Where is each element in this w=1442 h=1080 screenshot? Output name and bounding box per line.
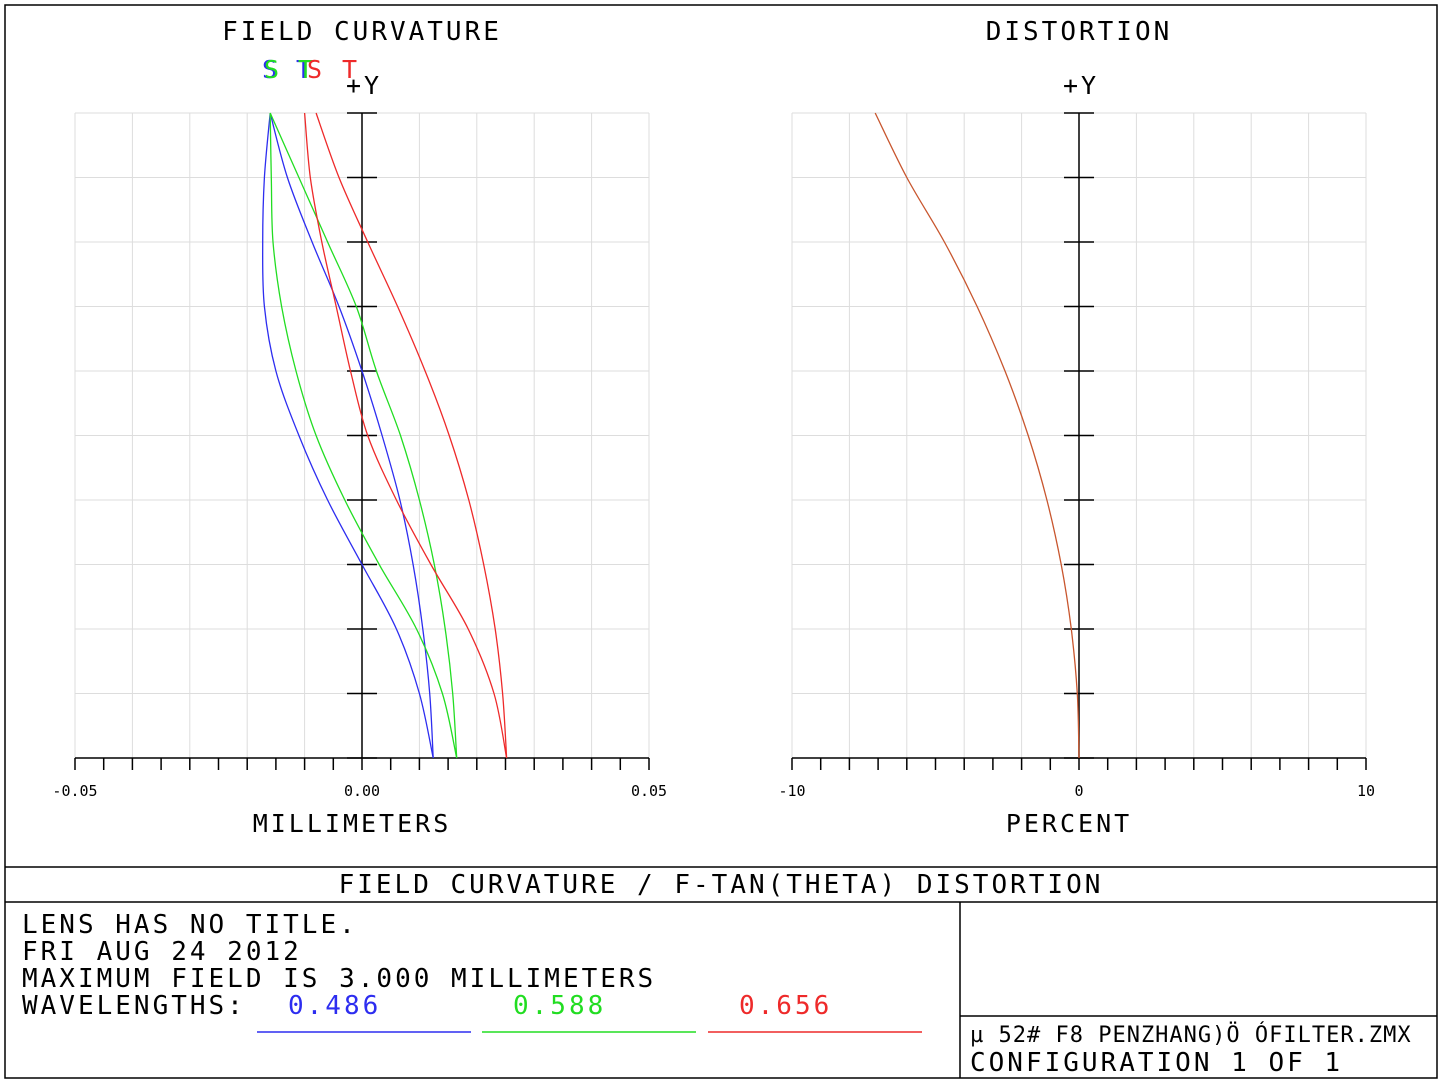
field-curvature-plot: -0.05 0.00 0.05 bbox=[52, 113, 667, 800]
configuration-line: CONFIGURATION 1 OF 1 bbox=[970, 1048, 1343, 1078]
distortion-title: DISTORTION bbox=[986, 17, 1173, 47]
lens-title-line: LENS HAS NO TITLE. bbox=[22, 910, 358, 940]
dist-x-tick-label: 10 bbox=[1357, 782, 1375, 800]
dist-x-axis-label: PERCENT bbox=[1006, 809, 1132, 838]
fc-x-tick-label: 0.05 bbox=[631, 782, 667, 800]
max-field-line: MAXIMUM FIELD IS 3.000 MILLIMETERS bbox=[22, 964, 656, 994]
wavelength-value: 0.588 bbox=[513, 991, 606, 1021]
dist-x-tick-label: -10 bbox=[778, 782, 805, 800]
fc-x-axis-label: MILLIMETERS bbox=[253, 809, 452, 838]
file-name-line: µ 52# F8 PENZHANG)Ö ÓFILTER.ZMX bbox=[970, 1022, 1412, 1048]
wavelength-legend: 0.486 0.588 0.656 bbox=[257, 991, 922, 1032]
wavelength-value: 0.656 bbox=[739, 991, 832, 1021]
distortion-plot: -10 0 10 bbox=[778, 113, 1375, 800]
dist-x-tick-label: 0 bbox=[1074, 782, 1083, 800]
date-line: FRI AUG 24 2012 bbox=[22, 937, 302, 967]
fc-x-tick-label: -0.05 bbox=[52, 782, 97, 800]
legend-letter-s: S bbox=[264, 55, 282, 84]
fc-y-axis-label: +Y bbox=[346, 71, 382, 100]
wavelengths-label: WAVELENGTHS: bbox=[22, 991, 246, 1021]
field-curvature-title: FIELD CURVATURE bbox=[222, 17, 502, 47]
footer-title: FIELD CURVATURE / F-TAN(THETA) DISTORTIO… bbox=[339, 870, 1104, 900]
legend-letter-s: S bbox=[307, 55, 325, 84]
dist-y-axis-label: +Y bbox=[1063, 71, 1099, 100]
fc-x-tick-label: 0.00 bbox=[344, 782, 380, 800]
wavelength-value: 0.486 bbox=[288, 991, 381, 1021]
